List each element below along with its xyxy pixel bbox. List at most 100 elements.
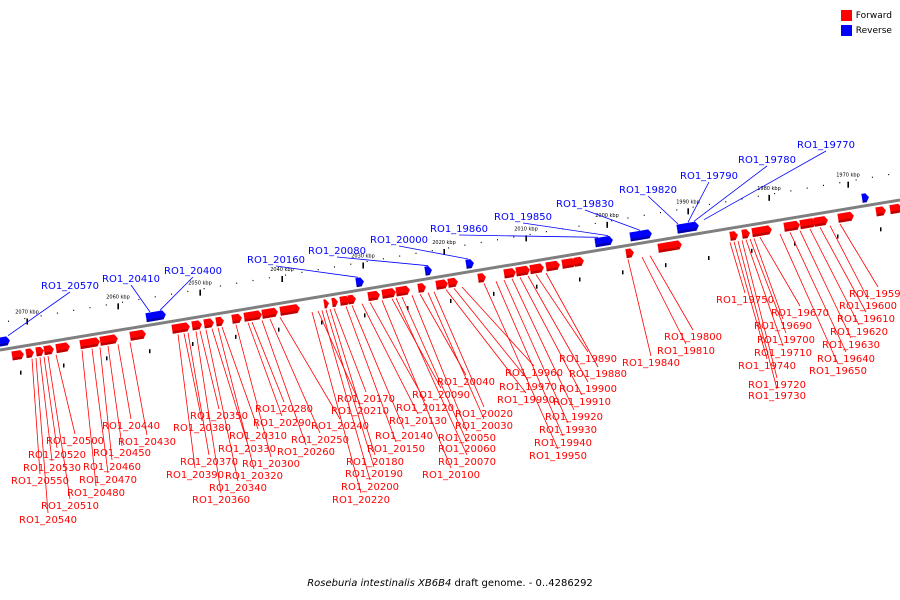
gene-label-forward: RO1_20030 <box>455 421 513 432</box>
gene-label-forward: RO1_19740 <box>738 361 796 372</box>
gene-shape <box>783 220 800 232</box>
gene-shape <box>347 294 356 305</box>
scale-dot <box>774 192 776 195</box>
scale-dot <box>660 212 661 214</box>
scale-label: 2050 kbp <box>188 281 212 287</box>
gene-shade <box>466 265 472 269</box>
scale-dot <box>823 184 824 187</box>
gene-label-forward: RO1_20210 <box>331 406 389 417</box>
scale-dot <box>676 209 678 211</box>
gene-label-forward: RO1_20050 <box>438 433 496 444</box>
gene-label-forward: RO1_19990 <box>497 395 555 406</box>
gene-label-forward: RO1_20530 <box>23 463 81 474</box>
gene-label-forward: RO1_19940 <box>534 438 592 449</box>
scale-dot <box>268 277 270 279</box>
leader-line-reverse <box>159 276 194 311</box>
genome-backbone <box>0 198 900 352</box>
gene-label-forward: RO1_20280 <box>255 404 313 415</box>
scale-tick-below <box>235 334 237 339</box>
gene-label-forward: RO1_20220 <box>332 495 390 506</box>
caption-rest: draft genome. - 0..4286292 <box>451 578 593 589</box>
leader-line-forward <box>39 357 53 462</box>
gene-shade <box>340 302 348 306</box>
leader-line-forward <box>345 306 397 443</box>
leader-line-reverse <box>647 195 679 225</box>
gene-shape <box>243 310 262 322</box>
gene-shade <box>100 340 116 346</box>
gene-shape <box>729 231 738 241</box>
scale-dot <box>725 201 727 203</box>
gene-label-forward: RO1_20150 <box>367 444 425 455</box>
scale-dot <box>138 298 140 301</box>
gene-label-forward: RO1_20550 <box>11 476 69 487</box>
scale-dot <box>8 320 9 322</box>
gene-label-forward: RO1_20090 <box>412 390 470 401</box>
leader-line-forward <box>129 342 148 436</box>
leader-line-forward <box>433 291 485 408</box>
gene-shape <box>215 316 224 327</box>
gene-label-forward: RO1_19730 <box>748 391 806 402</box>
gene-shape <box>573 256 584 267</box>
gene-label-forward: RO1_20060 <box>438 444 496 455</box>
leader-line-forward <box>47 355 71 500</box>
scale-dot <box>643 214 645 216</box>
gene-shade <box>504 274 514 279</box>
gene-shade <box>800 224 814 230</box>
leader-line-reverse <box>693 165 768 222</box>
gene-shape <box>367 290 380 302</box>
gene-shade <box>262 314 276 319</box>
gene-label-forward: RO1_19960 <box>505 368 563 379</box>
scale-dot <box>431 250 433 252</box>
gene-shape <box>503 268 516 279</box>
gene-label-forward: RO1_19880 <box>569 369 627 380</box>
leader-line-forward <box>55 354 76 435</box>
legend-forward-label: Forward <box>855 10 892 21</box>
legend-reverse: Reverse <box>840 23 892 38</box>
gene-label-forward: RO1_20250 <box>291 435 349 446</box>
scale-label: 2060 kbp <box>106 294 130 300</box>
scale-tick-below <box>450 299 452 303</box>
gene-shape <box>231 313 242 324</box>
gene-shape <box>25 348 34 359</box>
leader-line-forward <box>381 300 452 469</box>
gene-shape <box>279 304 300 316</box>
leader-line-forward <box>279 317 341 420</box>
leader-line-forward <box>729 242 746 294</box>
gene-label-forward: RO1_20380 <box>173 423 231 434</box>
gene-label-forward: RO1_19630 <box>822 340 880 351</box>
gene-label-reverse: RO1_19790 <box>680 171 738 182</box>
gene-label-forward: RO1_20430 <box>118 437 176 448</box>
gene-shape <box>145 310 166 323</box>
scale-dot <box>171 293 172 295</box>
leader-line-forward <box>511 278 575 411</box>
gene-shape <box>203 318 214 329</box>
scale-tick-below <box>751 248 753 253</box>
leader-line-forward <box>759 237 801 307</box>
gene-label-forward: RO1_20180 <box>346 457 404 468</box>
scale-dot <box>219 285 221 287</box>
gene-shade <box>12 356 22 361</box>
leader-line-forward <box>753 238 784 320</box>
leader-line-forward <box>329 308 376 456</box>
scale-tick-below <box>665 263 667 268</box>
gene-shade <box>172 328 188 334</box>
gene-shade <box>80 343 98 350</box>
scale-major-tick <box>281 276 283 282</box>
gene-shape <box>339 295 350 306</box>
gene-label-forward: RO1_20260 <box>277 447 335 458</box>
leader-lines <box>7 150 879 514</box>
scale-tick-below <box>106 356 108 361</box>
gene-shape <box>545 260 560 272</box>
gene-label-forward: RO1_20120 <box>396 403 454 414</box>
leader-line-forward <box>453 288 529 381</box>
gene-label-forward: RO1_20020 <box>455 409 513 420</box>
gene-label-forward: RO1_20290 <box>253 418 311 429</box>
gene-label-forward: RO1_19650 <box>809 366 867 377</box>
gene-label-forward: RO1_19640 <box>817 354 875 365</box>
scale-tick-below <box>622 270 624 275</box>
gene-label-reverse: RO1_19820 <box>619 185 677 196</box>
gene-label-reverse: RO1_19830 <box>556 199 614 210</box>
scale-dot <box>578 225 580 227</box>
gene-shade <box>530 269 542 275</box>
gene-shade <box>838 218 852 223</box>
